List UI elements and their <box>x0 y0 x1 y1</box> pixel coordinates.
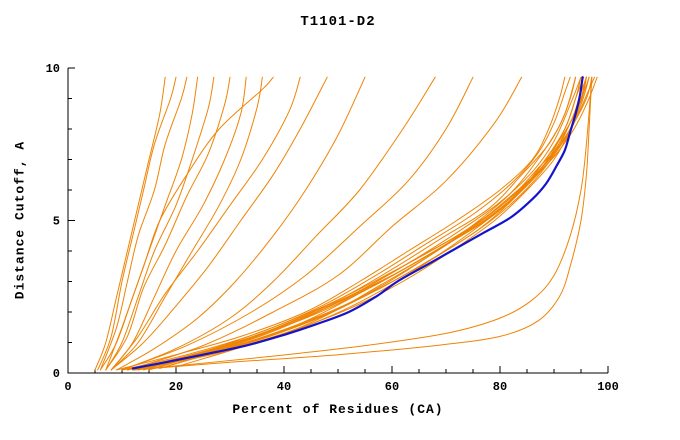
series-model-01 <box>94 76 166 371</box>
series-model-10 <box>110 76 301 371</box>
series-model-26 <box>175 76 598 368</box>
x-tick-label: 100 <box>597 380 619 394</box>
series-model-11 <box>110 76 328 371</box>
series-model-27 <box>132 76 587 371</box>
series-model-17 <box>121 76 571 371</box>
series-model-25 <box>164 76 595 368</box>
series-model-14 <box>121 76 474 371</box>
series-model-21 <box>143 76 587 371</box>
series-model-16 <box>116 76 566 371</box>
series-selected-model <box>131 76 584 370</box>
series-model-08 <box>110 76 263 371</box>
series-model-15 <box>126 76 523 371</box>
series-model-02 <box>97 76 177 371</box>
series-model-12 <box>116 76 366 371</box>
series-model-31 <box>143 76 590 370</box>
x-axis-label: Percent of Residues (CA) <box>232 402 444 417</box>
y-tick-label: 0 <box>53 367 60 381</box>
series-model-32 <box>132 76 593 371</box>
x-tick-label: 80 <box>493 380 507 394</box>
series-model-24 <box>159 76 593 369</box>
y-tick-label: 5 <box>53 215 60 229</box>
series-model-22 <box>148 76 587 371</box>
chart-title: T1101-D2 <box>300 14 376 30</box>
y-tick-label: 10 <box>46 62 60 76</box>
series-model-18 <box>126 76 577 371</box>
series-model-33 <box>132 76 593 371</box>
series-model-30 <box>126 76 577 371</box>
series-model-07 <box>110 76 247 371</box>
x-tick-label: 20 <box>169 380 183 394</box>
series-model-05 <box>105 76 215 371</box>
x-tick-label: 60 <box>385 380 399 394</box>
series-model-09 <box>105 76 274 371</box>
series-model-06 <box>105 76 231 371</box>
series-model-13 <box>121 76 436 371</box>
series-model-19 <box>132 76 582 371</box>
x-tick-label: 0 <box>64 380 71 394</box>
x-tick-label: 40 <box>277 380 291 394</box>
series-model-03 <box>99 76 188 371</box>
